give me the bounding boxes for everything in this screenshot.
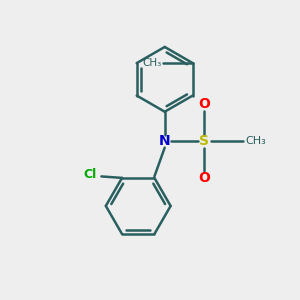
Text: CH₃: CH₃ <box>246 136 266 146</box>
Text: N: N <box>159 134 170 148</box>
Text: Cl: Cl <box>84 169 97 182</box>
Text: O: O <box>199 98 210 111</box>
Text: CH₃: CH₃ <box>142 58 162 68</box>
Text: S: S <box>200 134 209 148</box>
Text: O: O <box>199 171 210 185</box>
